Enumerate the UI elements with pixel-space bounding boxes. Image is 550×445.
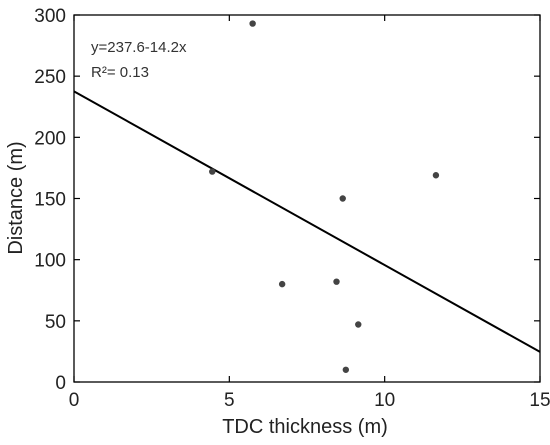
fit-line-group [73, 90, 541, 353]
data-point [342, 366, 350, 373]
y-tick-label: 200 [34, 128, 66, 149]
y-tick-label: 250 [34, 67, 66, 88]
equation-annotation: y=237.6-14.2x [91, 39, 187, 56]
data-point [333, 278, 340, 285]
y-tick-label: 100 [34, 251, 66, 272]
y-tick-label: 50 [45, 312, 66, 333]
x-tick-label: 10 [374, 390, 395, 411]
data-point [339, 195, 346, 202]
data-point [249, 20, 256, 27]
data-point [278, 280, 286, 288]
data-point [432, 172, 440, 179]
x-axis-label: TDC thickness (m) [222, 416, 388, 438]
data-point [355, 321, 362, 328]
x-tick-label: 0 [69, 390, 80, 411]
x-tick-label: 5 [224, 390, 235, 411]
r-squared-annotation: R²= 0.13 [91, 64, 149, 81]
data-points [209, 20, 440, 373]
y-tick-label: 300 [34, 6, 66, 27]
y-tick-label: 150 [34, 190, 66, 211]
x-tick-label: 15 [529, 390, 550, 411]
regression-line [73, 90, 541, 353]
y-tick-label: 0 [55, 373, 66, 394]
y-axis-label: Distance (m) [5, 141, 27, 254]
data-point [209, 168, 216, 175]
